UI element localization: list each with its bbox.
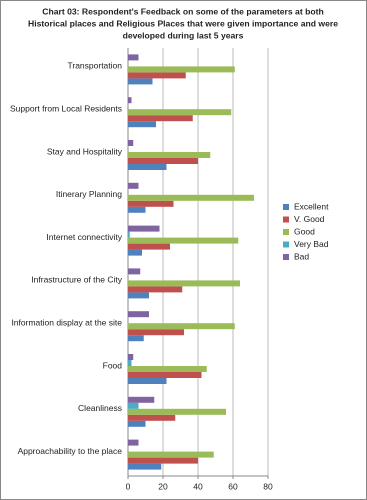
y-tick-label: Cleanliness: [78, 403, 122, 413]
bar: [128, 396, 155, 403]
bar: [128, 311, 149, 318]
bar: [128, 237, 239, 244]
x-tick-label: 0: [126, 481, 131, 491]
bar: [128, 78, 153, 85]
x-tick-label: 80: [263, 481, 273, 491]
bar: [128, 164, 167, 170]
y-tick-label: Itinerary Planning: [56, 189, 122, 199]
bar: [128, 225, 160, 232]
legend-label: V. Good: [294, 214, 325, 224]
y-tick-label: Infrastructure of the City: [31, 275, 122, 285]
legend-label: Excellent: [294, 201, 329, 211]
bar: [128, 335, 144, 342]
legend-label: Bad: [294, 251, 309, 261]
x-tick-label: 40: [193, 481, 203, 491]
bar: [128, 54, 139, 61]
bar: [128, 414, 176, 421]
bar: [128, 231, 130, 238]
y-tick-label: Internet connectivity: [46, 232, 122, 242]
bar: [128, 158, 198, 164]
x-tick-label: 20: [158, 481, 168, 491]
legend-swatch: [283, 229, 289, 235]
chart-title: Chart 03: Respondent's Feedback on some …: [42, 6, 323, 16]
bar: [128, 292, 149, 299]
bar: [128, 366, 207, 372]
bar: [128, 280, 240, 287]
y-tick-label: Information display at the site: [11, 317, 122, 327]
legend-swatch: [283, 254, 289, 260]
bar: [128, 140, 134, 146]
y-tick-label: Approachability to the place: [18, 446, 123, 456]
bar: [128, 182, 139, 189]
bar: [128, 372, 202, 378]
bar: [128, 329, 184, 336]
bar: [128, 463, 162, 470]
y-tick-label: Support from Local Residents: [10, 103, 122, 113]
bar: [128, 249, 142, 256]
legend-swatch: [283, 241, 289, 248]
bar: [128, 451, 214, 458]
bar: [128, 420, 146, 427]
bar: [128, 378, 167, 384]
bar: [128, 360, 132, 366]
bar: [128, 402, 139, 409]
y-tick-label: Food: [103, 360, 123, 370]
bar: [128, 286, 183, 293]
bar: [128, 457, 198, 464]
bar: [128, 439, 139, 446]
bar: [128, 408, 226, 415]
legend-label: Good: [294, 226, 315, 236]
bar: [128, 323, 235, 330]
legend-label: Very Bad: [294, 239, 329, 249]
bar: [128, 97, 132, 104]
bar: [128, 152, 211, 158]
bar: [128, 115, 193, 122]
bar: [128, 200, 174, 207]
bar: [128, 194, 254, 201]
legend-swatch: [283, 204, 289, 210]
y-tick-label: Stay and Hospitality: [47, 146, 123, 156]
bar: [128, 121, 156, 128]
bar: [128, 268, 141, 275]
bar: [128, 206, 146, 213]
legend-swatch: [283, 216, 289, 223]
bar: [128, 243, 170, 250]
bar: [128, 72, 186, 79]
bar: [128, 109, 232, 116]
chart-title: Historical places and Religious Places t…: [28, 18, 338, 28]
y-tick-label: Transportation: [68, 61, 123, 71]
x-tick-label: 60: [228, 481, 238, 491]
bar: [128, 354, 134, 360]
chart-title: developed during last 5 years: [123, 30, 244, 40]
bar: [128, 66, 235, 73]
